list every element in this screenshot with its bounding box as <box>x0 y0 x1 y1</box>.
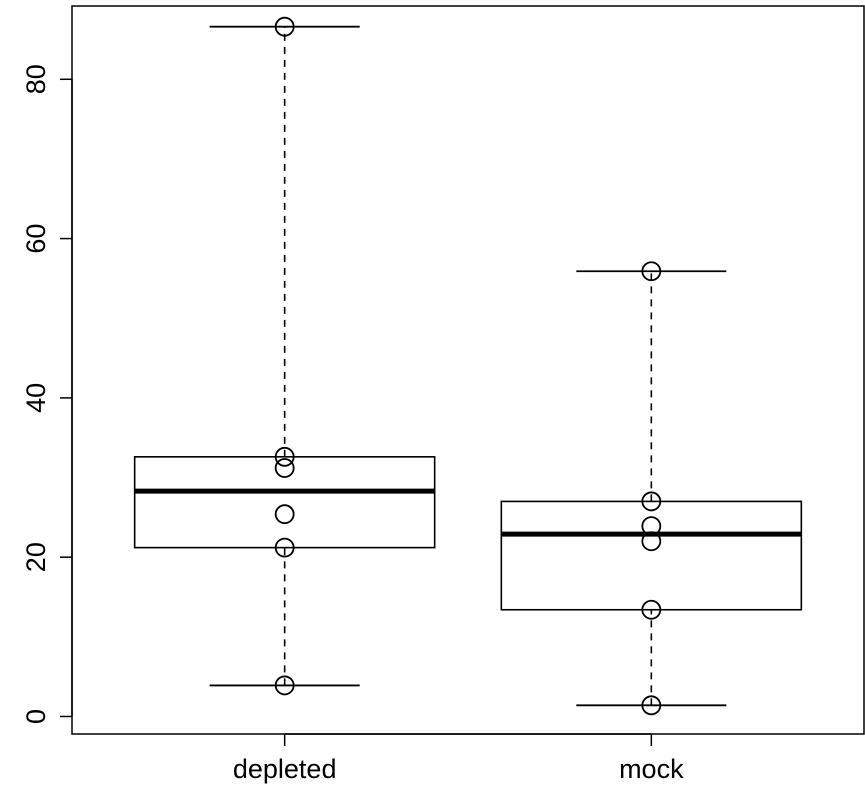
y-tick-label: 60 <box>21 224 51 254</box>
data-point-mock <box>641 531 662 552</box>
iqr-box <box>133 456 436 549</box>
x-tick-label-depleted: depleted <box>233 754 337 784</box>
data-point-mock <box>641 695 662 716</box>
box-depleted <box>133 25 436 687</box>
data-point-depleted <box>274 537 295 558</box>
x-axis: depleted mock <box>233 733 684 784</box>
data-point-depleted <box>274 458 295 478</box>
points <box>274 16 662 716</box>
y-tick-label: 0 <box>21 709 51 724</box>
data-point-depleted <box>274 675 295 696</box>
data-point-mock <box>641 599 662 620</box>
box-mock <box>500 270 803 707</box>
y-axis: 0 20 40 60 80 <box>21 64 73 724</box>
y-tick-label: 20 <box>21 542 51 572</box>
data-point-mock <box>641 491 662 512</box>
iqr-box <box>500 500 803 611</box>
data-point-depleted <box>274 504 295 525</box>
data-point-mock <box>641 516 662 537</box>
x-tick-label-mock: mock <box>619 754 684 784</box>
data-point-depleted <box>274 16 295 37</box>
boxes <box>133 25 803 707</box>
y-tick-label: 80 <box>21 64 51 94</box>
data-point-depleted <box>274 446 295 467</box>
data-point-mock <box>641 261 662 282</box>
y-tick-label: 40 <box>21 383 51 413</box>
plot-frame <box>71 5 865 735</box>
